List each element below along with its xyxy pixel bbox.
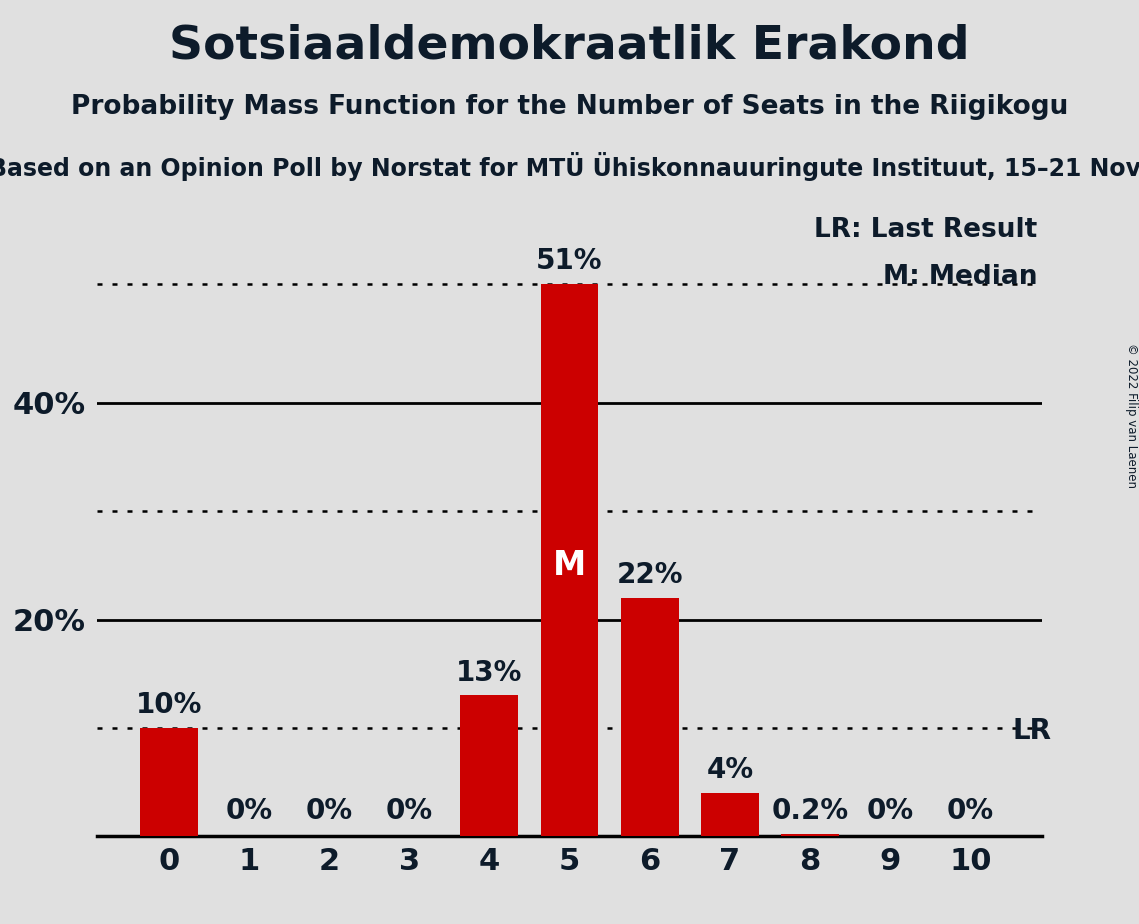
Text: 4%: 4% bbox=[706, 756, 753, 784]
Text: M: M bbox=[552, 549, 587, 582]
Bar bbox=[621, 598, 679, 836]
Text: © 2022 Filip van Laenen: © 2022 Filip van Laenen bbox=[1124, 344, 1138, 488]
Text: LR: Last Result: LR: Last Result bbox=[814, 217, 1038, 243]
Text: LR: LR bbox=[1013, 717, 1051, 745]
Text: 13%: 13% bbox=[456, 659, 523, 687]
Text: 0%: 0% bbox=[386, 797, 433, 825]
Text: 0%: 0% bbox=[305, 797, 353, 825]
Text: 51%: 51% bbox=[536, 247, 603, 275]
Text: M: Median: M: Median bbox=[883, 264, 1038, 290]
Text: 0%: 0% bbox=[226, 797, 272, 825]
Text: Probability Mass Function for the Number of Seats in the Riigikogu: Probability Mass Function for the Number… bbox=[71, 94, 1068, 120]
Bar bbox=[460, 696, 518, 836]
Text: 0.2%: 0.2% bbox=[771, 797, 849, 825]
Bar bbox=[541, 284, 598, 836]
Text: 0%: 0% bbox=[867, 797, 913, 825]
Text: Based on an Opinion Poll by Norstat for MTÜ Ühiskonnauuringute Instituut, 15–21 : Based on an Opinion Poll by Norstat for … bbox=[0, 152, 1139, 181]
Text: Sotsiaaldemokraatlik Erakond: Sotsiaaldemokraatlik Erakond bbox=[170, 23, 969, 68]
Text: 10%: 10% bbox=[136, 691, 202, 719]
Bar bbox=[140, 728, 197, 836]
Text: 22%: 22% bbox=[616, 561, 683, 590]
Text: 0%: 0% bbox=[947, 797, 994, 825]
Bar bbox=[700, 793, 759, 836]
Bar bbox=[781, 834, 838, 836]
